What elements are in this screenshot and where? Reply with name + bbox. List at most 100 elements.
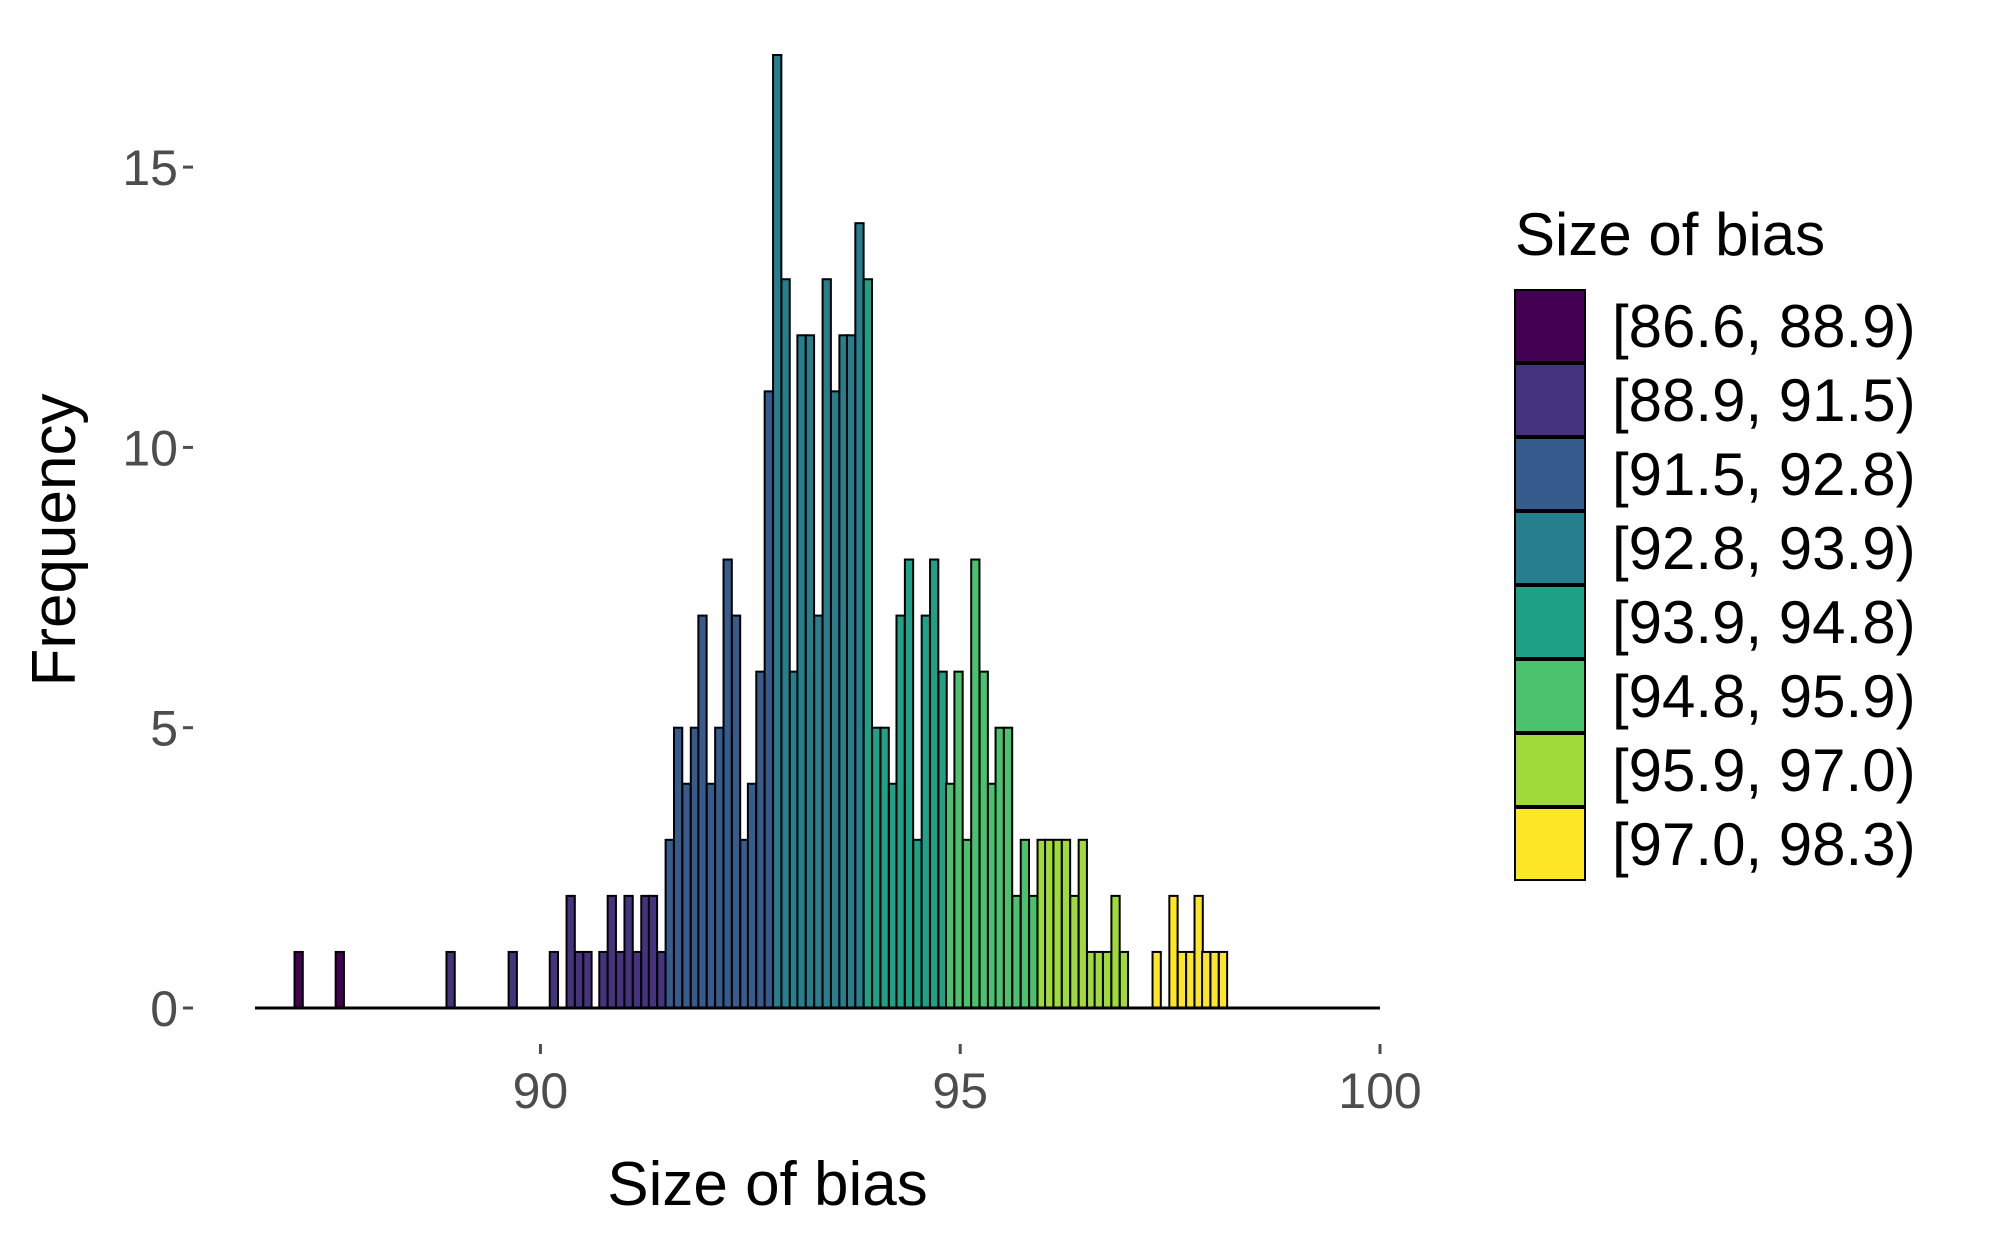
- legend-entries: [86.6, 88.9) [88.9, 91.5) [91.5, 92.8) [92.…: [1514, 289, 1916, 881]
- histogram-bar: [582, 950, 593, 1010]
- histogram-bar: [1185, 950, 1196, 1010]
- legend-label: [91.5, 92.8): [1612, 441, 1916, 508]
- histogram-bar: [961, 838, 973, 1009]
- legend-key: [1514, 585, 1586, 659]
- histogram-bar: [615, 950, 626, 1010]
- histogram-bar: [1151, 950, 1162, 1010]
- histogram-bar: [697, 614, 708, 1010]
- legend-label: [86.6, 88.9): [1612, 293, 1916, 360]
- legend-title: Size of bias: [1515, 201, 1825, 268]
- histogram-bar: [631, 950, 643, 1010]
- histogram-bar: [813, 614, 824, 1010]
- x-tick-label: 95: [932, 1063, 988, 1119]
- histogram-bar: [1028, 894, 1039, 1010]
- legend-label: [93.9, 94.8): [1612, 589, 1916, 656]
- histogram-bar: [1069, 894, 1080, 1010]
- histogram-bar: [862, 278, 874, 1009]
- histogram-bar: [606, 894, 617, 1010]
- histogram-bar: [912, 838, 923, 1009]
- histogram-bar: [1209, 950, 1220, 1010]
- histogram-bar: [445, 950, 456, 1010]
- legend-label: [94.8, 95.9): [1612, 663, 1916, 730]
- histogram-bar: [804, 334, 816, 1010]
- histogram-bar: [705, 782, 717, 1010]
- histogram-bar: [755, 670, 766, 1010]
- y-tick-label: 10: [122, 420, 178, 476]
- histogram-bar: [1102, 950, 1113, 1010]
- histogram-bar: [730, 614, 742, 1010]
- histogram-bar: [1019, 838, 1030, 1009]
- legend-key: [1514, 659, 1586, 733]
- histogram-bar: [293, 950, 304, 1010]
- histogram-bar: [953, 670, 964, 1010]
- histogram-bar: [714, 726, 725, 1010]
- legend: Size of bias [86.6, 88.9) [88.9, 91.5) [91…: [1514, 201, 1916, 881]
- histogram-bar: [334, 950, 345, 1010]
- histogram-bar: [830, 390, 841, 1010]
- histogram-bar: [573, 950, 585, 1010]
- y-tick-label: 15: [122, 140, 178, 196]
- legend-key: [1514, 511, 1586, 585]
- histogram-bar: [673, 726, 684, 1010]
- histogram-bar: [945, 782, 956, 1010]
- histogram-bar: [664, 838, 675, 1009]
- y-axis: 0 5 10 15: [122, 140, 193, 1037]
- histogram-bar: [548, 950, 560, 1010]
- histogram-bar: [772, 54, 783, 1009]
- histogram-bar: [507, 950, 518, 1010]
- y-axis-title: Frequency: [20, 394, 89, 687]
- histogram-bar: [796, 334, 807, 1010]
- histogram-bar: [763, 390, 774, 1010]
- histogram-bar: [821, 278, 832, 1009]
- legend-label: [97.0, 98.3): [1612, 811, 1916, 878]
- legend-label: [95.9, 97.0): [1612, 737, 1916, 804]
- histogram-bar: [1168, 894, 1179, 1010]
- histogram-bar: [598, 950, 609, 1010]
- legend-key: [1514, 437, 1586, 511]
- histogram-bar: [871, 726, 882, 1010]
- histogram-bar: [903, 558, 915, 1010]
- histogram-bar: [978, 670, 989, 1010]
- legend-key: [1514, 807, 1586, 881]
- histogram-bar: [565, 894, 576, 1010]
- histogram-bar: [780, 278, 791, 1009]
- x-axis: 90 95 100: [513, 1044, 1422, 1119]
- histogram-bar: [895, 614, 906, 1010]
- histogram-bar: [1011, 894, 1022, 1010]
- histogram-bar: [929, 558, 940, 1010]
- legend-label: [88.9, 91.5): [1612, 367, 1916, 434]
- histogram-bar: [1093, 950, 1104, 1010]
- histogram-bar: [1077, 838, 1088, 1009]
- histogram-bar: [681, 782, 692, 1010]
- histogram-bar: [623, 894, 634, 1010]
- histogram-bar: [1176, 950, 1187, 1010]
- histogram-bar: [1201, 950, 1212, 1010]
- y-tick-label: 5: [150, 701, 178, 757]
- histogram-bar: [1217, 950, 1229, 1010]
- histogram-bar: [1002, 726, 1014, 1010]
- histogram-bar: [1060, 838, 1072, 1009]
- histogram-bar: [1110, 894, 1121, 1010]
- legend-key: [1514, 289, 1586, 363]
- histogram-bar: [1044, 838, 1055, 1009]
- x-tick-label: 100: [1338, 1063, 1421, 1119]
- histogram-bar: [1118, 950, 1130, 1010]
- y-tick-label: 0: [150, 981, 178, 1037]
- histogram-bar: [854, 222, 865, 1009]
- histogram-bar: [722, 558, 733, 1010]
- legend-key: [1514, 363, 1586, 437]
- x-axis-title: Size of bias: [607, 1150, 928, 1219]
- histogram-bar: [879, 726, 890, 1010]
- histogram-bar: [920, 614, 931, 1010]
- histogram-bar: [970, 558, 981, 1010]
- histogram-bar: [1052, 838, 1063, 1009]
- histogram-bar: [746, 782, 758, 1010]
- histogram-bar: [647, 894, 659, 1010]
- x-tick-label: 90: [513, 1063, 569, 1119]
- legend-key: [1514, 733, 1586, 807]
- histogram-bars: [293, 54, 1229, 1010]
- legend-label: [92.8, 93.9): [1612, 515, 1916, 582]
- histogram-bar: [845, 334, 857, 1010]
- histogram-bar: [994, 726, 1005, 1010]
